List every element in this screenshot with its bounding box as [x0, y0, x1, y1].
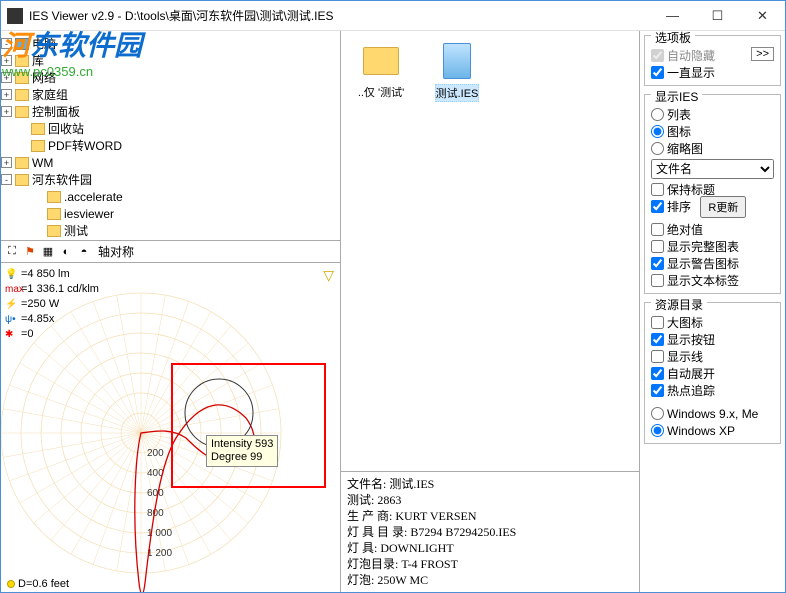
folder-tree[interactable]: -电脑+库+网络+家庭组+控制面板回收站PDF转WORD+WM-河东软件园.ac… — [1, 31, 340, 241]
polar-chart-area[interactable]: 💡=4 850 lmmax=1 336.1 cd/klm⚡=250 Wψ•=4.… — [1, 263, 340, 592]
svg-text:1 200: 1 200 — [147, 548, 172, 559]
file-item[interactable]: ..仅 '测试' — [351, 41, 411, 100]
show-ies-panel: 显示IES 列表 图标 缩略图 文件名 保持标题 排序 R更新 绝对值 显示完整… — [644, 94, 781, 294]
tree-item[interactable]: -电脑 — [1, 35, 340, 52]
selection-box — [171, 363, 326, 488]
file-metadata: 文件名: 测试.IES测试: 2863生 产 商: KURT VERSEN灯 具… — [341, 471, 639, 592]
warn-icon-checkbox[interactable] — [651, 257, 664, 270]
symmetry-label: 轴对称 — [98, 243, 134, 260]
refresh-button[interactable]: R更新 — [700, 196, 746, 218]
options-panel: 选项板 >> 自动隐藏 一直显示 — [644, 35, 781, 86]
icon-radio[interactable] — [651, 125, 664, 138]
expand-button[interactable]: >> — [751, 47, 774, 61]
titlebar: IES Viewer v2.9 - D:\tools\桌面\河东软件园\测试\测… — [1, 1, 785, 31]
close-button[interactable]: ✕ — [740, 1, 785, 31]
window-title: IES Viewer v2.9 - D:\tools\桌面\河东软件园\测试\测… — [29, 7, 650, 24]
tree-item[interactable]: +网络 — [1, 69, 340, 86]
distance-label: D=0.6 feet — [7, 578, 69, 590]
svg-text:600: 600 — [147, 488, 164, 499]
surface-icon[interactable]: ◓ — [76, 244, 92, 260]
flag-icon[interactable]: ⚑ — [22, 244, 38, 260]
thumb-radio[interactable] — [651, 142, 664, 155]
svg-text:200: 200 — [147, 448, 164, 459]
text-label-checkbox[interactable] — [651, 274, 664, 287]
full-chart-checkbox[interactable] — [651, 240, 664, 253]
resource-dir-panel: 资源目录 大图标 显示按钮 显示线 自动展开 热点追踪 Windows 9.x,… — [644, 302, 781, 444]
keep-title-checkbox[interactable] — [651, 183, 664, 196]
polar-toolbar: ⛶ ⚑ ▦ ◐ ◓ 轴对称 — [1, 241, 340, 263]
hot-track-checkbox[interactable] — [651, 384, 664, 397]
tree-item[interactable]: iesviewer — [1, 205, 340, 222]
win9x-radio[interactable] — [651, 407, 664, 420]
chart-tooltip: Intensity 593 Degree 99 — [206, 435, 278, 467]
tree-item[interactable]: 回收站 — [1, 120, 340, 137]
tree-item[interactable]: PDF转WORD — [1, 137, 340, 154]
file-list[interactable]: ..仅 '测试' 测试.IES — [341, 31, 639, 471]
show-line-checkbox[interactable] — [651, 350, 664, 363]
file-item[interactable]: 测试.IES — [427, 41, 487, 102]
sort-checkbox[interactable] — [651, 200, 664, 213]
always-show-checkbox[interactable] — [651, 66, 664, 79]
maximize-button[interactable]: ☐ — [695, 1, 740, 31]
tree-item[interactable]: +库 — [1, 52, 340, 69]
tree-item[interactable]: +控制面板 — [1, 103, 340, 120]
light-dot-icon — [7, 580, 15, 588]
auto-expand-checkbox[interactable] — [651, 367, 664, 380]
tree-item[interactable]: 测试 — [1, 222, 340, 239]
tree-item[interactable]: +家庭组 — [1, 86, 340, 103]
tree-item[interactable]: +WM — [1, 154, 340, 171]
app-icon — [7, 8, 23, 24]
tree-item[interactable]: .accelerate — [1, 188, 340, 205]
minimize-button[interactable]: — — [650, 1, 695, 31]
list-radio[interactable] — [651, 108, 664, 121]
winxp-radio[interactable] — [651, 424, 664, 437]
big-icon-checkbox[interactable] — [651, 316, 664, 329]
render-icon[interactable]: ◐ — [58, 244, 74, 260]
filename-select[interactable]: 文件名 — [651, 159, 774, 179]
show-btn-checkbox[interactable] — [651, 333, 664, 346]
abs-checkbox[interactable] — [651, 223, 664, 236]
auto-hide-checkbox — [651, 49, 664, 62]
tree-item[interactable]: -河东软件园 — [1, 171, 340, 188]
fullscreen-icon[interactable]: ⛶ — [4, 244, 20, 260]
grid-icon[interactable]: ▦ — [40, 244, 56, 260]
